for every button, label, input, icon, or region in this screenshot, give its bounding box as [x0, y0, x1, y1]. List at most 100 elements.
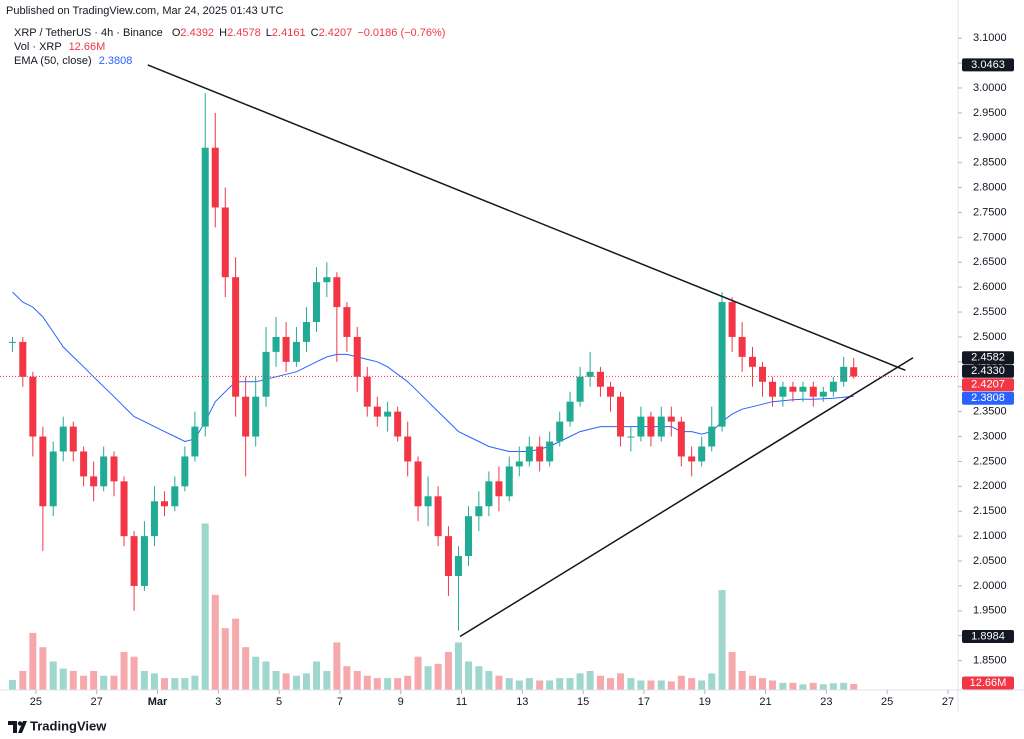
candle-body	[39, 436, 47, 507]
candle-body	[637, 416, 645, 437]
volume-bar	[404, 675, 412, 690]
volume-bar	[485, 670, 493, 690]
volume-bar	[394, 678, 402, 690]
y-tick-label: 2.7000	[973, 231, 1007, 243]
candle-body	[515, 461, 523, 467]
volume-bar	[728, 651, 736, 690]
candle-body	[829, 381, 837, 392]
candle-body	[181, 456, 189, 487]
volume-label-box	[962, 676, 1014, 690]
volume-bar	[181, 678, 189, 690]
y-tick-label: 2.1500	[973, 505, 1007, 517]
x-tick-label: 25	[30, 696, 42, 708]
published-note: Published on TradingView.com, Mar 24, 20…	[6, 5, 283, 17]
volume-bar	[49, 661, 57, 690]
x-tick-label: 11	[456, 696, 467, 708]
volume-bar	[546, 680, 554, 690]
legend-ema-line: EMA (50, close) 2.3808	[14, 55, 132, 67]
volume-bar	[617, 673, 625, 690]
volume-bar	[698, 680, 706, 690]
volume-bar	[809, 682, 817, 690]
footer-brand: TradingView	[30, 718, 107, 733]
candle-body	[211, 147, 219, 208]
volume-bar	[454, 642, 462, 690]
y-tick-label: 2.2000	[973, 480, 1007, 492]
candle-body	[789, 386, 797, 392]
volume-bar	[140, 670, 148, 690]
volume-bar	[312, 661, 321, 690]
candle-body	[90, 476, 98, 487]
y-tick-label: 2.7500	[973, 206, 1007, 218]
volume-bar	[8, 680, 16, 690]
volume-bar	[384, 678, 392, 690]
volume-bar	[596, 675, 604, 690]
x-tick-label: 13	[516, 696, 528, 708]
candle-body	[840, 366, 848, 382]
x-tick-label: 5	[276, 696, 282, 708]
legend-symbol-line: XRP / TetherUS · 4h · Binance O2.4392 H2…	[14, 27, 445, 39]
legend-change: −0.0186	[357, 27, 397, 39]
volume-bar	[576, 673, 584, 690]
trendline	[459, 357, 914, 638]
x-tick-label: 21	[759, 696, 771, 708]
volume-bar	[221, 628, 229, 690]
candle-body	[384, 411, 392, 417]
volume-bar	[262, 661, 270, 690]
candle-body	[363, 376, 371, 407]
volume-bar	[110, 675, 118, 690]
volume-bar	[708, 673, 716, 690]
volume-bar	[718, 590, 726, 690]
candle-body	[160, 501, 168, 507]
volume-bar	[252, 656, 260, 690]
candle-body	[586, 371, 594, 377]
volume-bar	[39, 647, 47, 690]
candle-body	[282, 336, 290, 362]
volume-bar	[799, 684, 807, 690]
axes: 3.10003.05003.00002.95002.90002.85002.80…	[30, 32, 1014, 708]
candle-body	[130, 536, 138, 586]
candle-body	[596, 371, 604, 387]
x-tick-label: 23	[820, 696, 832, 708]
volume-bar	[505, 678, 513, 690]
volume-bar	[323, 670, 331, 690]
candle-body	[19, 341, 27, 377]
legend-open: 2.4392	[180, 27, 214, 39]
legend-low-label: L	[266, 27, 272, 39]
volume-bar	[211, 594, 219, 690]
candle-body	[464, 516, 473, 557]
volume-bar	[475, 666, 483, 690]
volume-bar	[657, 680, 665, 690]
candle-body	[444, 536, 452, 576]
volume-bar	[272, 670, 280, 690]
candle-body	[100, 456, 108, 487]
volume-bar	[29, 632, 37, 690]
volume-bar	[130, 656, 138, 690]
volume-bar	[789, 682, 797, 690]
volume-bar	[758, 678, 767, 690]
candle-body	[424, 496, 432, 507]
candle-body	[191, 426, 199, 457]
volume-bar	[515, 680, 523, 690]
candle-body	[819, 391, 827, 397]
volume-bar	[677, 675, 685, 690]
candle-body	[708, 426, 716, 447]
candle-body	[758, 366, 767, 382]
legend-volume-name: Vol · XRP	[14, 41, 62, 53]
volume-bar	[627, 678, 635, 690]
volume-bar	[819, 684, 827, 690]
legend-change-pct: (−0.76%)	[400, 27, 445, 39]
volume-bar	[556, 678, 564, 690]
price-label-box	[962, 378, 1014, 392]
volume-bar	[160, 678, 168, 690]
price-label: 3.0463	[971, 59, 1005, 71]
candle-body	[414, 461, 422, 507]
tradingview-logo	[8, 721, 27, 733]
y-tick-label: 2.9500	[973, 107, 1007, 119]
candle-body	[302, 322, 310, 342]
candle-body	[49, 451, 57, 507]
candle-body	[262, 351, 270, 397]
volume-bar	[850, 683, 858, 690]
y-tick-label: 2.6000	[973, 281, 1007, 293]
candle-body	[454, 556, 462, 576]
x-tick-label: 15	[577, 696, 589, 708]
